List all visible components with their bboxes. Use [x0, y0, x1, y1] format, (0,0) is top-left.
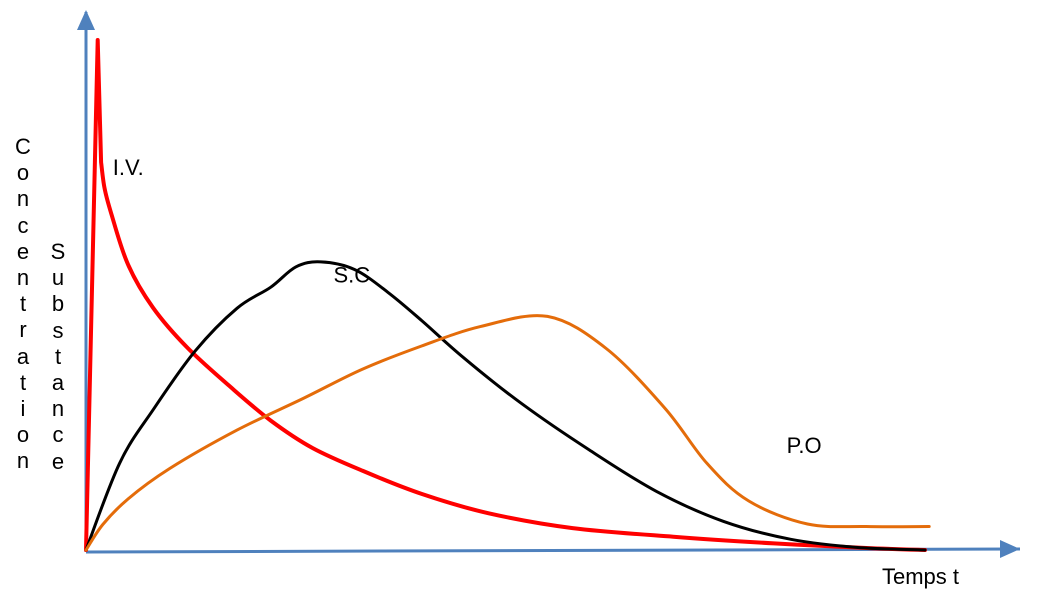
y-axis-label-letter: c [17, 212, 29, 238]
y-axis-label-letter: i [20, 396, 26, 422]
y-axis-label-letter: o [16, 422, 30, 448]
y-axis-label-letter: n [51, 396, 65, 422]
y-axis-label-letter: C [15, 134, 31, 159]
y-axis-label-letter: n [16, 448, 30, 474]
label-layer: I.V. S.C P.O [113, 155, 822, 458]
series-line-i-v [84, 38, 927, 552]
y-axis-label-letter: e [51, 448, 65, 474]
y-axis-label-letter: o [16, 160, 30, 186]
y-axis-label-letter: u [51, 265, 65, 291]
y-axis-label-letter: t [19, 291, 27, 317]
series-label-3: P.O [787, 433, 822, 458]
y-axis-label-letter: t [54, 343, 62, 369]
y-axis-label-letter: a [51, 370, 65, 396]
y-axis-label-letter: r [19, 317, 27, 343]
y-axis-label-letter: b [51, 291, 65, 317]
y-axis-label-letter: S [50, 239, 66, 264]
x-axis-arrow [1000, 540, 1020, 558]
y-axis-label-letter: t [19, 369, 27, 395]
y-axis-label-letter: e [16, 238, 30, 264]
y-axis-label-letter: n [16, 186, 30, 212]
series-label-2: S.C [334, 262, 371, 287]
series-line-p-o [84, 314, 931, 552]
y-axis-arrow [77, 10, 95, 30]
y-axis-label-letter: n [16, 265, 30, 291]
series-label-1: I.V. [113, 155, 144, 180]
y-axis-label-letter: c [52, 422, 64, 448]
series-line-s-c [84, 260, 927, 552]
y-axis-label-letter: a [16, 343, 30, 369]
series-layer [84, 38, 931, 552]
x-axis-label: Temps t [882, 564, 959, 589]
y-axis-label-letter: s [52, 317, 64, 343]
